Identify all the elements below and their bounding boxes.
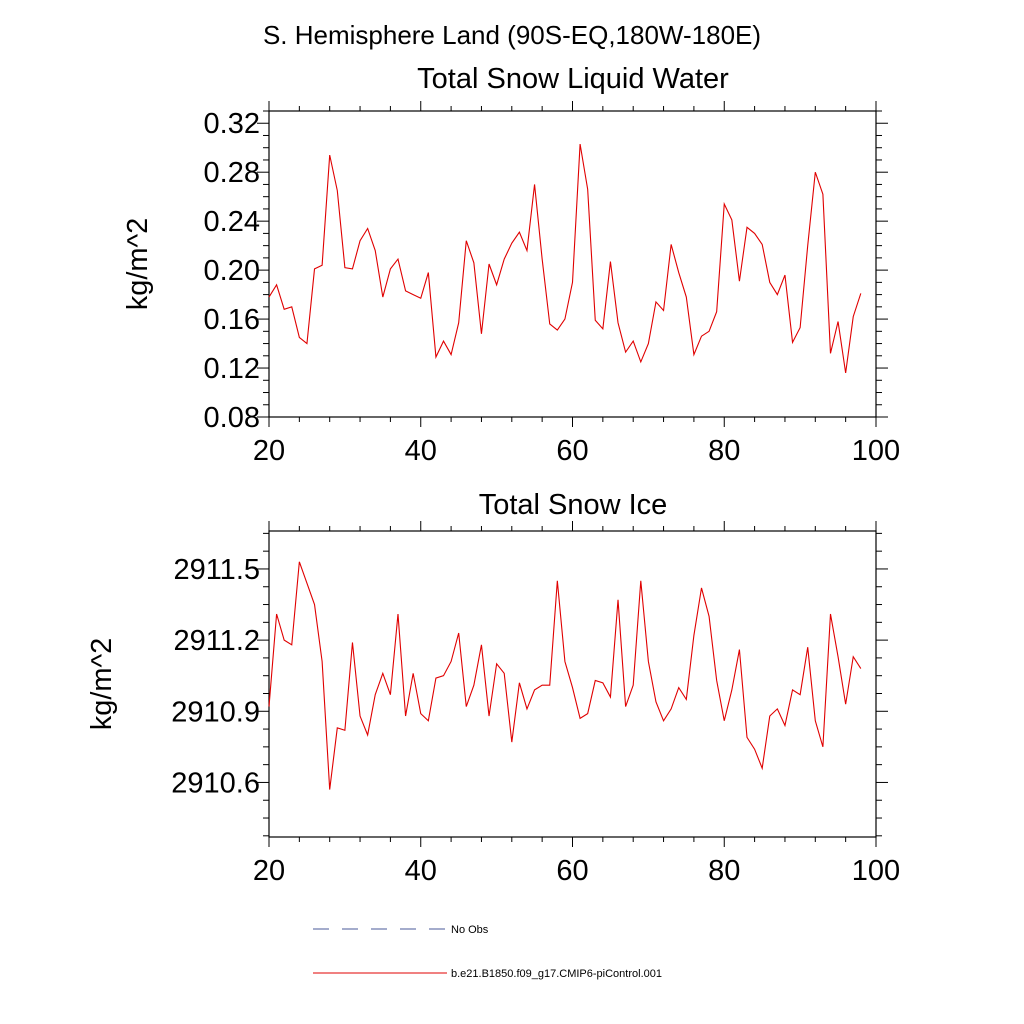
series-group (268, 561, 862, 790)
series-group (268, 143, 862, 374)
tick-group (257, 521, 888, 847)
y-tick-label: 0.08 (204, 402, 260, 434)
x-tick-label: 20 (253, 435, 285, 467)
panel-total-snow-liquid-water: Total Snow Liquid Water 0.08 0.12 0.16 0.20… (122, 63, 900, 467)
y-tick-label: 2910.6 (171, 767, 260, 799)
y-tick-label: 0.32 (204, 108, 260, 140)
x-tick-labels: 20 40 60 80 100 (253, 435, 900, 467)
y-tick-labels: 2910.6 2910.9 2911.2 2911.5 (171, 554, 260, 799)
y-tick-label: 0.20 (204, 255, 260, 287)
x-tick-label: 80 (708, 435, 740, 467)
y-tick-label: 2911.2 (173, 625, 260, 657)
x-tick-label: 60 (556, 855, 588, 887)
y-tick-label: 2910.9 (171, 696, 260, 728)
y-axis-label: kg/m^2 (86, 638, 118, 731)
y-tick-label: 0.16 (204, 304, 260, 336)
series-line-model (268, 561, 862, 790)
y-tick-label: 0.28 (204, 157, 260, 189)
plot-frame (268, 530, 877, 838)
tick-group (257, 101, 888, 427)
legend: No Obs b.e21.B1850.f09_g17.CMIP6-piContr… (313, 924, 662, 980)
x-tick-label: 20 (253, 855, 285, 887)
panel-title: Total Snow Liquid Water (417, 63, 729, 95)
y-tick-label: 0.12 (204, 353, 260, 385)
x-tick-label: 60 (556, 435, 588, 467)
figure-title: S. Hemisphere Land (90S-EQ,180W-180E) (263, 20, 761, 50)
y-tick-label: 0.24 (204, 206, 260, 238)
series-line-model (268, 143, 862, 374)
legend-label-model: b.e21.B1850.f09_g17.CMIP6-piControl.001 (451, 968, 662, 980)
panel-title: Total Snow Ice (479, 489, 668, 521)
plot-frame (268, 110, 877, 418)
x-tick-labels: 20 40 60 80 100 (253, 855, 900, 887)
x-tick-label: 100 (852, 855, 900, 887)
x-tick-label: 40 (405, 855, 437, 887)
legend-label-no-obs: No Obs (451, 924, 489, 936)
x-tick-label: 100 (852, 435, 900, 467)
x-tick-label: 80 (708, 855, 740, 887)
y-tick-label: 2911.5 (173, 554, 260, 586)
x-tick-label: 40 (405, 435, 437, 467)
y-axis-label: kg/m^2 (122, 218, 154, 311)
panel-total-snow-ice: Total Snow Ice 2910.62910.92911.22911.5 … (86, 489, 900, 887)
y-tick-labels: 0.08 0.12 0.16 0.20 0.24 0.28 0.32 (204, 108, 260, 434)
